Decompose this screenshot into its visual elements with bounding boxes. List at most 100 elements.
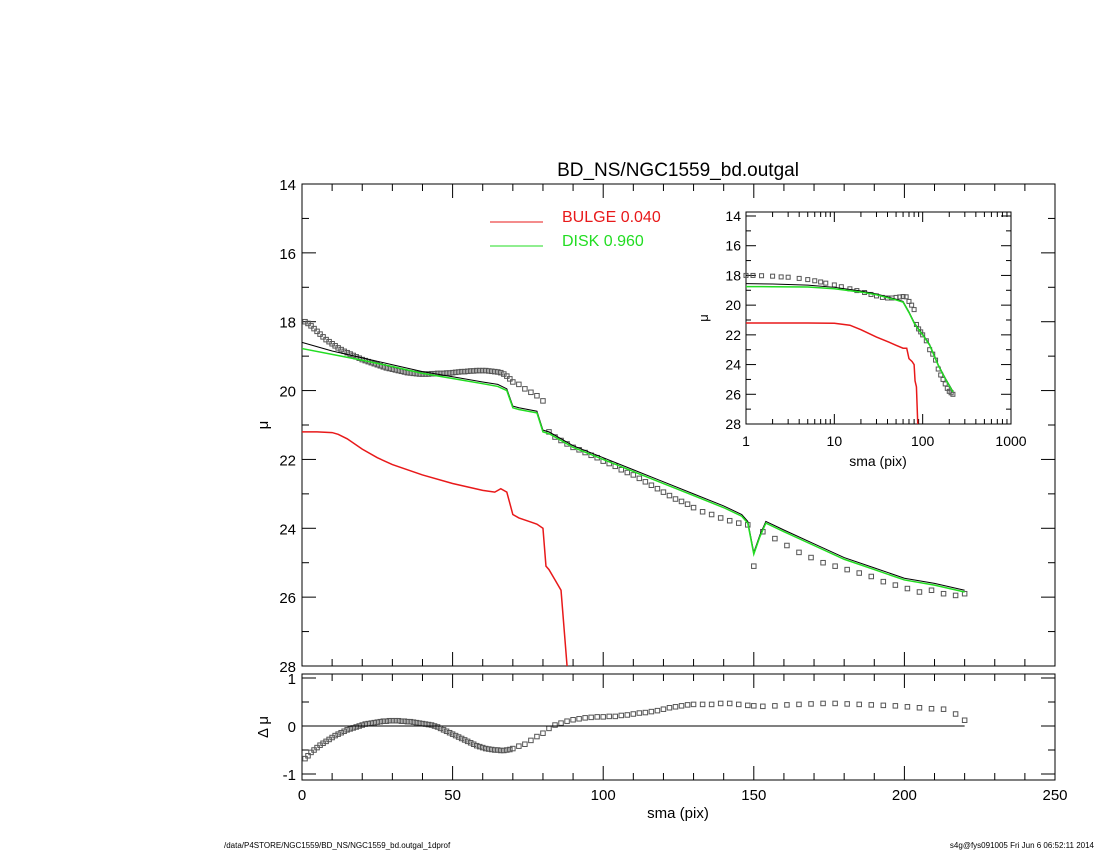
- inset-data-point: [796, 275, 802, 281]
- residual-data-point: [880, 702, 887, 709]
- residual-data-point: [416, 720, 423, 726]
- residual-data-point: [425, 721, 432, 728]
- residual-data-point: [708, 701, 715, 708]
- residual-data-point: [473, 742, 480, 749]
- residual-data-point: [374, 719, 381, 725]
- residual-data-point: [940, 706, 947, 712]
- main-data-point: [684, 501, 691, 507]
- residual-x-tick-label: 100: [591, 787, 616, 804]
- residual-data-point: [832, 700, 838, 707]
- main-y-tick-label: 18: [279, 315, 296, 332]
- main-data-point: [452, 369, 459, 376]
- residual-data-point: [498, 747, 504, 754]
- residual-data-point: [371, 719, 378, 726]
- main-data-point: [699, 509, 706, 515]
- residual-y-tick-label: 1: [288, 671, 296, 688]
- inset-data-point: [750, 272, 756, 278]
- main-data-point: [344, 349, 350, 356]
- residual-data-point: [618, 712, 625, 719]
- main-data-point: [302, 318, 308, 325]
- main-data-point: [335, 345, 341, 351]
- main-data-point: [482, 367, 489, 374]
- main-data-point: [347, 351, 353, 357]
- main-data-point: [690, 504, 697, 511]
- main-data-point: [654, 485, 661, 492]
- main-data-point: [485, 368, 492, 374]
- main-data-point: [320, 334, 326, 340]
- main-data-point: [624, 469, 631, 476]
- residual-data-point: [377, 718, 384, 725]
- main-data-series: [301, 318, 968, 667]
- residual-data-point: [570, 717, 576, 723]
- residual-data-point: [401, 718, 408, 724]
- residual-data-point: [395, 717, 402, 724]
- residual-data-point: [455, 734, 462, 740]
- main-data-point: [856, 570, 862, 576]
- main-data-point: [636, 475, 643, 482]
- main-y-tick-label: 26: [279, 590, 296, 607]
- residual-data-point: [576, 716, 582, 722]
- residual-data-point: [302, 755, 308, 762]
- inset-y-tick-label: 26: [725, 386, 741, 402]
- main-data-point: [510, 379, 516, 385]
- main-y-axis: 14 16 18 20 22 24 26 28: [279, 177, 1055, 676]
- main-data-point: [642, 479, 649, 485]
- inset-x-tick-label: 1: [742, 433, 750, 449]
- residual-data-point: [820, 700, 826, 707]
- inset-y-tick-label: 16: [725, 238, 741, 254]
- residual-data-point: [522, 741, 528, 747]
- residual-x-tick-label: 200: [892, 787, 917, 804]
- inset-data-point: [759, 273, 765, 279]
- residual-data-point: [904, 704, 911, 710]
- main-data-point: [467, 368, 474, 374]
- residual-data-point: [476, 743, 483, 750]
- residual-data-point: [335, 731, 341, 737]
- residual-x-tick-label: 150: [741, 787, 766, 804]
- chart-title: BD_NS/NGC1559_bd.outgal: [557, 160, 799, 181]
- main-y-axis-label: μ: [255, 421, 272, 430]
- residual-x-tick-label: 250: [1042, 787, 1067, 804]
- main-data-point: [952, 592, 959, 599]
- residual-data-point: [492, 747, 498, 753]
- inset-data-point: [906, 298, 912, 304]
- main-data-point: [470, 368, 477, 374]
- inset-data-point: [897, 294, 903, 300]
- inset-y-axis-label: μ: [696, 314, 711, 322]
- main-data-point: [314, 328, 320, 335]
- residual-data-point: [510, 745, 516, 752]
- residual-data-point: [392, 717, 399, 724]
- footer-timestamp: s4g@fys091005 Fri Jun 6 06:52:11 2014: [950, 841, 1095, 850]
- residual-data-point: [784, 702, 790, 708]
- residual-y-tick-label: -1: [283, 767, 296, 784]
- main-data-point: [630, 472, 637, 478]
- inset-x-tick-label: 100: [911, 433, 935, 449]
- residual-x-axis-label: sma (pix): [647, 805, 709, 822]
- residual-data-point: [353, 724, 359, 730]
- inset-data-point: [818, 279, 824, 285]
- residual-data-point: [347, 726, 353, 732]
- residual-data-point: [516, 743, 522, 749]
- legend-disk-label: DISK 0.960: [562, 233, 644, 250]
- inset-log-panel: 14 16 18 20 22 24 26 28 1 10 100 1000 μ sma (pix): [696, 208, 1027, 469]
- inset-data-point: [778, 274, 784, 280]
- residual-data-point: [449, 731, 456, 737]
- residual-data-point: [690, 701, 697, 708]
- residual-data-point: [726, 700, 733, 707]
- main-data-point: [672, 496, 679, 502]
- main-data-point: [832, 563, 838, 569]
- inset-data-series: [743, 272, 956, 425]
- residual-data-point: [624, 712, 631, 718]
- residual-data-point: [588, 714, 594, 721]
- inset-data-point: [770, 273, 776, 279]
- main-data-point: [540, 398, 546, 404]
- residual-data-point: [504, 747, 510, 753]
- main-data-point: [648, 482, 655, 488]
- residual-data-point: [672, 704, 679, 710]
- residual-data-point: [479, 744, 486, 751]
- main-data-point: [868, 573, 875, 580]
- residual-data-point: [552, 722, 558, 728]
- residual-data-point: [386, 717, 393, 724]
- main-data-point: [717, 515, 724, 521]
- main-data-point: [356, 355, 362, 361]
